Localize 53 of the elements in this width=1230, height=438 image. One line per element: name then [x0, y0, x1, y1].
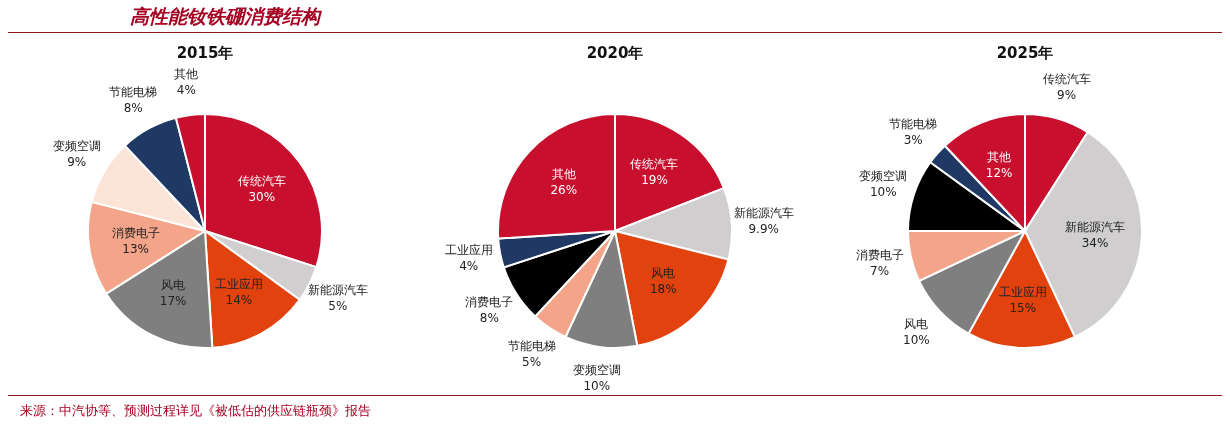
slice-label: 风电: [651, 266, 676, 281]
slice-label: 变频空调: [572, 363, 621, 378]
data-label: 13%: [122, 242, 149, 257]
data-label: 5%: [328, 298, 348, 313]
data-label: 10%: [903, 333, 930, 348]
chart-title: 2015年: [176, 43, 234, 62]
chart-title: 2025年: [996, 43, 1054, 62]
slice-label: 风电: [161, 277, 186, 292]
slice-label: 风电: [904, 317, 929, 332]
slice-label: 其他: [174, 67, 199, 82]
data-label: 17%: [159, 293, 187, 308]
slice-label: 工业应用: [444, 243, 493, 258]
data-label: 8%: [479, 311, 499, 326]
slice-label: 传统汽车: [1042, 72, 1091, 87]
slice-label: 节能电梯: [507, 338, 556, 353]
data-label: 10%: [583, 379, 611, 394]
slice-label: 传统汽车: [630, 157, 679, 172]
slice-label: 工业应用: [998, 285, 1047, 300]
data-label: 14%: [225, 292, 253, 307]
slice-label: 传统汽车: [237, 173, 286, 188]
data-label: 12%: [985, 165, 1013, 180]
source-note: 来源：中汽协等、预测过程详见《被低估的供应链瓶颈》报告: [20, 403, 371, 418]
data-label: 7%: [870, 263, 890, 278]
data-label: 9.9%: [748, 221, 779, 236]
data-label: 19%: [641, 173, 668, 188]
text: 高性能钕铁硼消费结构: [130, 4, 320, 29]
data-label: 3%: [903, 132, 923, 147]
slice-label: 变频空调: [859, 169, 908, 184]
slice-label: 新能源汽车: [733, 205, 794, 220]
data-label: 9%: [67, 155, 87, 170]
data-label: 26%: [550, 183, 578, 198]
slice-label: 节能电梯: [109, 84, 158, 99]
data-label: 18%: [649, 282, 677, 297]
data-label: 10%: [869, 185, 897, 200]
slice-label: 新能源汽车: [1065, 219, 1126, 234]
data-label: 4%: [459, 259, 479, 274]
data-label: 34%: [1081, 235, 1109, 250]
data-label: 30%: [248, 189, 276, 204]
data-label: 9%: [1057, 88, 1077, 103]
slice-label: 变频空调: [52, 139, 101, 154]
data-label: 4%: [176, 83, 196, 98]
data-label: 5%: [522, 354, 542, 369]
slice-label: 消费电子: [855, 247, 904, 262]
chart-title: 2020年: [586, 43, 644, 62]
data-label: 15%: [1009, 301, 1037, 316]
slice-label: 新能源汽车: [307, 282, 368, 297]
data-label: 8%: [123, 100, 143, 115]
slice-label: 其他: [987, 149, 1012, 164]
slice-label: 消费电子: [465, 295, 514, 310]
slice-label: 工业应用: [214, 276, 263, 291]
slice-label: 消费电子: [111, 226, 160, 241]
slice-label: 节能电梯: [889, 116, 938, 131]
slice-label: 其他: [551, 167, 576, 182]
